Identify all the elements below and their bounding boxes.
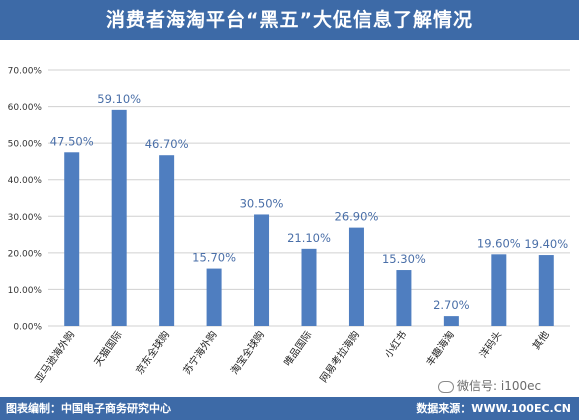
wechat-watermark: 微信号: i100ec [438, 378, 541, 394]
category-labels: 亚马逊海外购 天猫国际 京东全球购 苏宁海外购 淘宝全球购 唯品国际 网易考拉海购 小红书 丰趣… [32, 328, 552, 385]
footer-source: 数据来源：WWW.100EC.CN [416, 402, 571, 415]
category-label: 网易考拉海购 [317, 328, 362, 385]
bar [159, 155, 175, 326]
category-label: 丰趣海淘 [423, 328, 457, 368]
bar [491, 254, 507, 326]
title-bar: 消费者海淘平台“黑五”大促信息了解情况 [0, 0, 579, 40]
chart-area: 0.00% 10.00% 20.00% 30.00% 40.00% 50.00% 60.00… [0, 40, 579, 397]
bar [254, 214, 270, 326]
category-label: 苏宁海外购 [180, 328, 219, 376]
data-label: 46.70% [145, 137, 189, 151]
y-tick-label: 40.00% [8, 176, 43, 186]
category-label: 其他 [530, 328, 552, 352]
data-label: 30.50% [240, 196, 284, 210]
bar [206, 268, 222, 326]
watermark-text: 微信号: i100ec [457, 379, 542, 393]
category-label: 唯品国际 [282, 329, 315, 369]
chart-title: 消费者海淘平台“黑五”大促信息了解情况 [106, 9, 473, 31]
data-label: 19.60% [477, 236, 521, 250]
category-label: 亚马逊海外购 [32, 328, 77, 385]
bar [396, 270, 412, 326]
data-label: 15.30% [382, 252, 426, 266]
bar-chart: 0.00% 10.00% 20.00% 30.00% 40.00% 50.00% 60.00… [8, 67, 570, 385]
y-axis: 0.00% 10.00% 20.00% 30.00% 40.00% 50.00% 60.00… [8, 67, 43, 333]
y-tick-label: 20.00% [8, 249, 43, 259]
footer-bar: 图表编制：中国电子商务研究中心 数据来源：WWW.100EC.CN [0, 397, 579, 420]
wechat-icon [438, 380, 454, 393]
category-label: 天猫国际 [91, 328, 125, 368]
data-label: 26.90% [335, 210, 379, 224]
y-tick-label: 50.00% [8, 140, 43, 150]
data-label: 59.10% [97, 92, 141, 106]
y-tick-label: 0.00% [13, 323, 42, 333]
value-labels: 47.50% 59.10% 46.70% 15.70% 30.50% 21.10% 26.9… [50, 92, 568, 312]
category-label: 洋码头 [476, 328, 504, 360]
category-label: 淘宝全球购 [228, 328, 267, 376]
category-label: 小红书 [382, 328, 410, 360]
data-label: 47.50% [50, 134, 94, 148]
bar [538, 255, 554, 326]
bar [64, 152, 80, 326]
bar [111, 109, 127, 326]
bars [64, 109, 554, 326]
y-tick-label: 30.00% [8, 213, 43, 223]
footer-compiler: 图表编制：中国电子商务研究中心 [6, 402, 171, 415]
y-tick-label: 60.00% [8, 103, 43, 113]
data-label: 2.70% [433, 298, 470, 312]
category-label: 京东全球购 [133, 328, 172, 376]
data-label: 21.10% [287, 231, 331, 245]
bar [348, 227, 364, 326]
data-label: 19.40% [524, 237, 568, 251]
y-tick-label: 70.00% [8, 67, 43, 77]
data-label: 15.70% [192, 251, 236, 265]
bar [443, 316, 459, 326]
y-tick-label: 10.00% [8, 286, 43, 296]
bar [301, 248, 317, 326]
